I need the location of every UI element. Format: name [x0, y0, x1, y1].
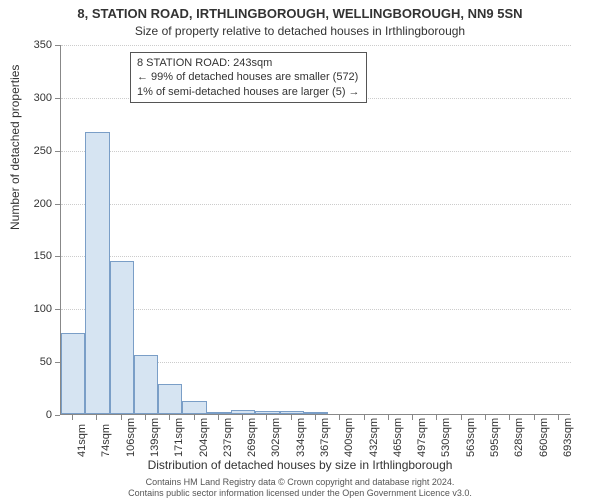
bar	[158, 384, 182, 414]
xtick-label: 237sqm	[222, 418, 234, 457]
xtick-mark	[364, 415, 365, 420]
xtick-label: 497sqm	[416, 418, 428, 457]
xtick-mark	[485, 415, 486, 420]
ytick-mark	[55, 415, 60, 416]
ytick-label: 300	[12, 92, 52, 104]
xtick-label: 302sqm	[270, 418, 282, 457]
xtick-mark	[509, 415, 510, 420]
xtick-label: 41sqm	[76, 424, 88, 457]
ytick-label: 250	[12, 145, 52, 157]
xtick-label: 530sqm	[440, 418, 452, 457]
bar	[182, 401, 206, 414]
gridline	[61, 45, 571, 46]
xtick-mark	[121, 415, 122, 420]
xtick-label: 204sqm	[198, 418, 210, 457]
bar	[280, 411, 304, 414]
ytick-mark	[55, 45, 60, 46]
xtick-label: 465sqm	[392, 418, 404, 457]
gridline	[61, 151, 571, 152]
annotation-box: 8 STATION ROAD: 243sqm ← 99% of detached…	[130, 52, 367, 103]
ytick-label: 200	[12, 198, 52, 210]
ytick-label: 0	[12, 409, 52, 421]
xtick-label: 367sqm	[319, 418, 331, 457]
chart-container: 8, STATION ROAD, IRTHLINGBOROUGH, WELLIN…	[0, 0, 600, 500]
xtick-label: 400sqm	[343, 418, 355, 457]
annotation-line-1: 8 STATION ROAD: 243sqm	[137, 56, 360, 70]
xtick-label: 563sqm	[465, 418, 477, 457]
footer: Contains HM Land Registry data © Crown c…	[0, 477, 600, 498]
ytick-label: 350	[12, 39, 52, 51]
xtick-mark	[291, 415, 292, 420]
xtick-mark	[145, 415, 146, 420]
ytick-label: 100	[12, 303, 52, 315]
ytick-label: 150	[12, 250, 52, 262]
xtick-mark	[72, 415, 73, 420]
ytick-mark	[55, 151, 60, 152]
xtick-label: 595sqm	[489, 418, 501, 457]
bar	[304, 412, 328, 414]
xtick-mark	[412, 415, 413, 420]
bar	[134, 355, 158, 414]
xtick-label: 693sqm	[562, 418, 574, 457]
ytick-mark	[55, 204, 60, 205]
xtick-label: 269sqm	[246, 418, 258, 457]
xtick-mark	[534, 415, 535, 420]
xtick-mark	[194, 415, 195, 420]
xtick-label: 171sqm	[173, 418, 185, 457]
xtick-label: 139sqm	[149, 418, 161, 457]
ytick-mark	[55, 256, 60, 257]
bar	[110, 261, 134, 414]
xtick-label: 74sqm	[100, 424, 112, 457]
xtick-mark	[388, 415, 389, 420]
xtick-mark	[218, 415, 219, 420]
xtick-mark	[558, 415, 559, 420]
xtick-label: 334sqm	[295, 418, 307, 457]
xtick-label: 628sqm	[513, 418, 525, 457]
ytick-mark	[55, 98, 60, 99]
xtick-label: 106sqm	[125, 418, 137, 457]
ytick-label: 50	[12, 356, 52, 368]
xtick-label: 432sqm	[368, 418, 380, 457]
xtick-mark	[169, 415, 170, 420]
bar	[231, 410, 255, 414]
footer-line-2: Contains public sector information licen…	[0, 488, 600, 498]
annotation-line-2: ← 99% of detached houses are smaller (57…	[137, 70, 360, 84]
xtick-mark	[315, 415, 316, 420]
footer-line-1: Contains HM Land Registry data © Crown c…	[0, 477, 600, 487]
xtick-mark	[461, 415, 462, 420]
xtick-mark	[436, 415, 437, 420]
bar	[207, 412, 231, 414]
bar	[61, 333, 85, 414]
gridline	[61, 309, 571, 310]
ytick-mark	[55, 309, 60, 310]
xtick-label: 660sqm	[538, 418, 550, 457]
chart-subtitle: Size of property relative to detached ho…	[0, 24, 600, 38]
bar	[85, 132, 109, 414]
xtick-mark	[242, 415, 243, 420]
annotation-line-3: 1% of semi-detached houses are larger (5…	[137, 85, 360, 99]
gridline	[61, 204, 571, 205]
chart-title: 8, STATION ROAD, IRTHLINGBOROUGH, WELLIN…	[0, 6, 600, 21]
xtick-mark	[266, 415, 267, 420]
x-axis-label: Distribution of detached houses by size …	[0, 458, 600, 472]
bar	[255, 411, 279, 414]
xtick-mark	[339, 415, 340, 420]
ytick-mark	[55, 362, 60, 363]
gridline	[61, 256, 571, 257]
xtick-mark	[96, 415, 97, 420]
